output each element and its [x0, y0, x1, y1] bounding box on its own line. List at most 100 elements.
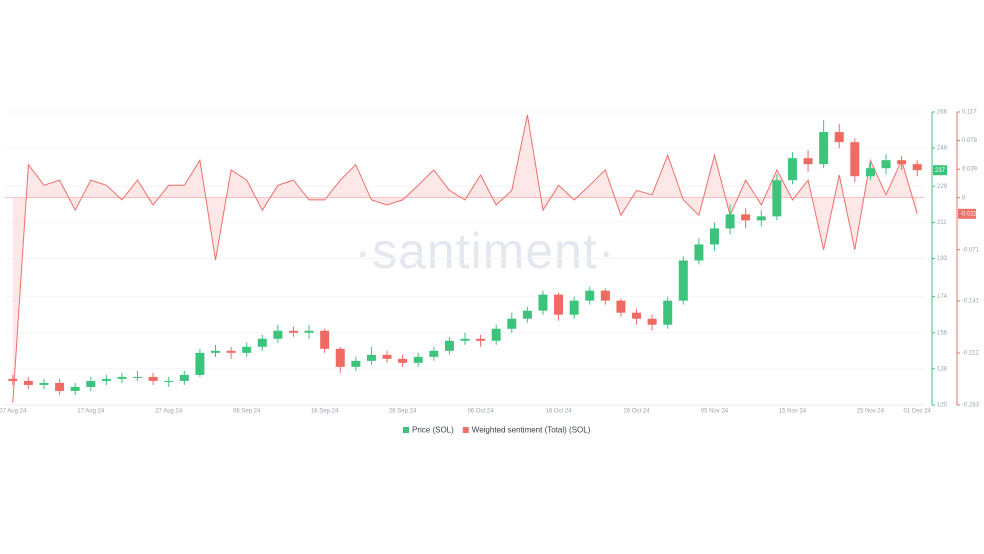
y-tick-label: 174	[937, 294, 948, 300]
y-tick-label: 138	[937, 366, 948, 372]
legend-text: Weighted sentiment (Total) (SOL)	[472, 426, 591, 435]
candle-body	[803, 158, 813, 165]
candle-body	[288, 330, 298, 333]
x-tick-label: 26 Oct 24	[624, 409, 651, 415]
candle-body	[569, 300, 579, 315]
last-value-label: 237	[935, 168, 946, 174]
candle-body	[663, 300, 673, 325]
y-tick-label: 120	[937, 403, 948, 409]
candle-body	[70, 386, 80, 391]
candle-body	[522, 310, 532, 319]
candle-body	[101, 378, 111, 381]
candle-body	[678, 260, 688, 301]
candle-body	[709, 228, 719, 245]
candle-body	[491, 328, 501, 341]
watermark: ·santiment·	[354, 223, 615, 279]
candle-body	[834, 132, 844, 143]
sentiment-line	[12, 114, 918, 403]
candle-body	[912, 164, 922, 171]
candle-body	[787, 158, 797, 181]
candle-body	[8, 378, 18, 381]
candle-body	[554, 294, 564, 315]
legend-swatch	[462, 427, 469, 433]
candle-body	[179, 374, 189, 381]
candle-body	[55, 382, 65, 391]
candle-body	[460, 338, 470, 341]
candle-body	[304, 330, 314, 333]
candle-body	[694, 244, 704, 261]
x-tick-label: 07 Aug 24	[0, 409, 27, 415]
y-tick-label: 248	[937, 146, 948, 152]
candle-body	[366, 354, 376, 361]
candle-body	[741, 214, 751, 221]
candle-body	[351, 360, 361, 367]
candle-body	[647, 318, 657, 325]
x-tick-label: 16 Sep 24	[311, 409, 339, 415]
legend-swatch	[403, 427, 409, 433]
candle-body	[772, 180, 782, 217]
candle-body	[507, 318, 517, 329]
y2-tick-label: -0.283	[962, 403, 980, 409]
candle-body	[538, 294, 548, 311]
last-value-label: -0.022	[960, 211, 978, 217]
x-tick-label: 27 Aug 24	[155, 409, 183, 415]
candle-body	[756, 216, 766, 221]
legend-text: Price (SOL)	[412, 426, 454, 435]
y2-tick-label: 0.117	[962, 110, 977, 116]
x-tick-label: 25 Nov 24	[857, 409, 885, 415]
candle-body	[195, 352, 205, 375]
candle-body	[476, 338, 486, 341]
candle-body	[211, 350, 221, 353]
candle-body	[865, 168, 875, 177]
candle-body	[117, 376, 127, 379]
candle-body	[600, 290, 610, 301]
candle-body	[164, 380, 174, 382]
x-tick-label: 26 Sep 24	[389, 409, 417, 415]
candle-body	[335, 348, 345, 367]
y-tick-label: 266	[937, 110, 948, 116]
candle-body	[398, 358, 408, 363]
y-tick-label: 229	[937, 184, 948, 190]
candle-body	[616, 300, 626, 313]
x-tick-label: 06 Oct 24	[468, 409, 495, 415]
last-value-box	[958, 208, 976, 219]
candle-body	[429, 350, 439, 357]
candle-body	[897, 160, 907, 165]
candle-body	[320, 330, 330, 349]
candle-body	[382, 354, 392, 359]
candle-body	[273, 330, 283, 339]
candle-body	[413, 356, 423, 363]
x-tick-label: 17 Aug 24	[77, 409, 105, 415]
y2-tick-label: -0.071	[962, 247, 980, 253]
y-tick-label: 211	[937, 220, 947, 226]
candle-body	[585, 290, 595, 301]
y2-tick-label: 0.078	[962, 138, 978, 144]
candle-body	[850, 142, 860, 177]
candle-body	[444, 340, 454, 351]
x-tick-label: 16 Oct 24	[546, 409, 573, 415]
x-tick-label: 05 Nov 24	[701, 409, 729, 415]
candle-body	[226, 350, 236, 353]
y2-tick-label: -0.141	[962, 299, 980, 305]
y2-tick-label: 0.039	[962, 167, 978, 173]
y2-tick-label: -0.212	[962, 351, 980, 357]
y-tick-label: 193	[937, 256, 948, 262]
x-tick-label: 01 Dec 24	[904, 409, 932, 415]
candle-body	[86, 380, 96, 387]
candle-body	[23, 380, 33, 385]
candle-body	[39, 382, 49, 385]
candle-body	[632, 312, 642, 319]
candle-body	[257, 338, 267, 347]
candle-body	[819, 132, 829, 165]
x-tick-label: 15 Nov 24	[779, 409, 807, 415]
candle-body	[133, 376, 143, 378]
sentiment-area	[12, 114, 918, 403]
candle-body	[881, 160, 891, 169]
candle-body	[242, 346, 252, 353]
y-tick-label: 156	[937, 330, 948, 336]
candle-body	[148, 376, 158, 381]
y2-tick-label: 0	[962, 195, 966, 201]
last-value-box	[933, 165, 947, 176]
